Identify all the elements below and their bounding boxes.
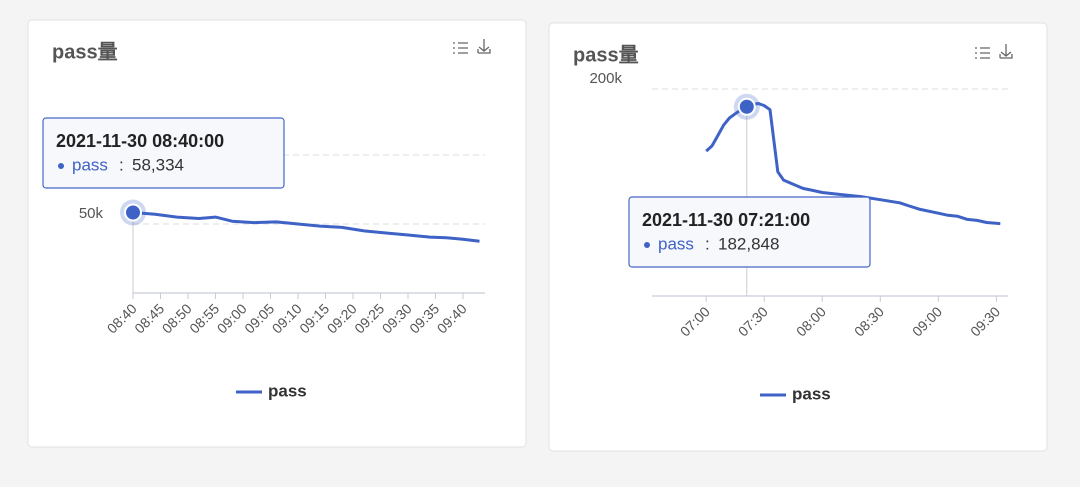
tooltip-title: 2021-11-30 08:40:00 bbox=[56, 131, 224, 151]
tooltip-title: 2021-11-30 07:21:00 bbox=[642, 210, 810, 230]
legend-label: pass bbox=[268, 381, 307, 400]
series-line bbox=[705, 102, 1001, 226]
tooltip-value: 58,334 bbox=[132, 155, 184, 174]
y-tick-label: 200k bbox=[589, 70, 622, 87]
legend-label: pass bbox=[792, 384, 831, 403]
tooltip: 2021-11-30 07:21:00 pass:182,848 bbox=[628, 196, 871, 268]
focus-point bbox=[737, 97, 756, 116]
focus-point bbox=[124, 203, 142, 222]
tooltip-sep: : bbox=[705, 234, 710, 253]
tooltip-box bbox=[42, 117, 285, 189]
series-line bbox=[132, 211, 480, 243]
y-tick-label: 50k bbox=[79, 205, 104, 222]
tooltip-sep: : bbox=[119, 155, 124, 174]
toolbar-icons[interactable] bbox=[453, 39, 1013, 59]
chart-title: pass量 bbox=[52, 40, 118, 63]
tooltip-series: pass bbox=[72, 155, 108, 174]
tooltip-dot bbox=[58, 163, 64, 169]
tooltip: 2021-11-30 08:40:00 pass:58,334 bbox=[42, 117, 285, 189]
chart-title: pass量 bbox=[573, 43, 639, 66]
tooltip-dot bbox=[644, 242, 650, 248]
tooltip-value: 182,848 bbox=[718, 234, 779, 253]
tooltip-series: pass bbox=[658, 234, 694, 253]
tooltip-box bbox=[628, 196, 871, 268]
